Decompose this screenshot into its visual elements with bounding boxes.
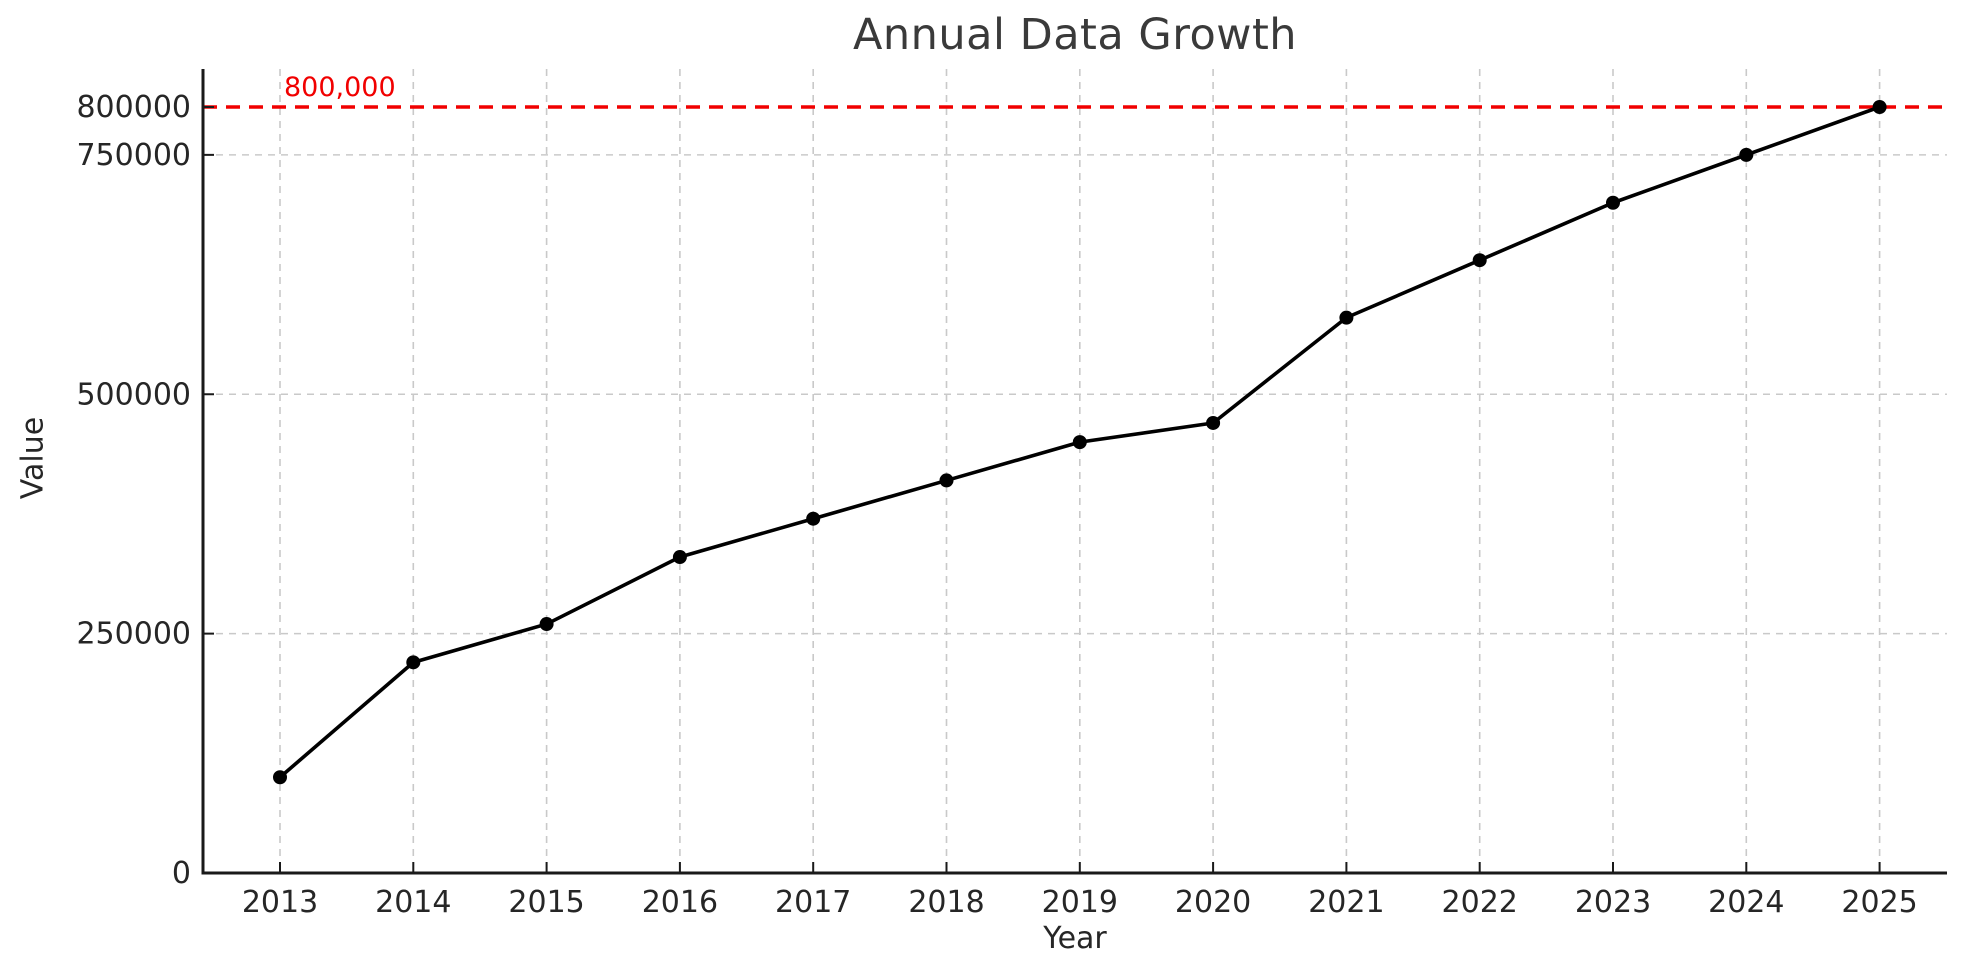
- data-point: [672, 550, 687, 565]
- x-tick-label: 2022: [1442, 885, 1518, 920]
- x-tick-label: 2025: [1841, 885, 1917, 920]
- x-axis-label: Year: [1043, 921, 1107, 956]
- data-point: [1872, 100, 1887, 114]
- y-tick-label: 250000: [76, 617, 191, 652]
- x-tick-label: 2013: [242, 885, 318, 920]
- y-tick-label: 800000: [76, 90, 191, 125]
- y-tick-label: 750000: [76, 138, 191, 173]
- data-point: [806, 511, 821, 526]
- y-tick-label: 0: [172, 856, 191, 891]
- x-tick-label: 2018: [908, 885, 984, 920]
- x-tick-label: 2021: [1308, 885, 1384, 920]
- data-point: [406, 655, 421, 670]
- data-point: [273, 770, 287, 785]
- reference-line-label: 800,000: [284, 72, 396, 103]
- x-tick-label: 2014: [375, 885, 451, 920]
- data-point: [1339, 310, 1354, 325]
- x-tick-label: 2023: [1575, 885, 1651, 920]
- x-tick-label: 2019: [1042, 885, 1118, 920]
- y-tick-label: 500000: [76, 377, 191, 412]
- data-point: [1739, 147, 1754, 162]
- x-tick-label: 2015: [508, 885, 584, 920]
- x-tick-label: 2024: [1708, 885, 1784, 920]
- data-point: [1606, 195, 1620, 210]
- data-point: [1206, 415, 1221, 430]
- data-point: [1072, 435, 1087, 450]
- data-point: [1472, 253, 1487, 268]
- data-point: [939, 473, 954, 488]
- x-tick-label: 2016: [642, 885, 718, 920]
- x-tick-label: 2017: [775, 885, 851, 920]
- x-tick-label: 2020: [1175, 885, 1251, 920]
- y-axis-label: Value: [15, 416, 51, 500]
- chart-title: Annual Data Growth: [852, 10, 1298, 60]
- data-point: [539, 617, 554, 632]
